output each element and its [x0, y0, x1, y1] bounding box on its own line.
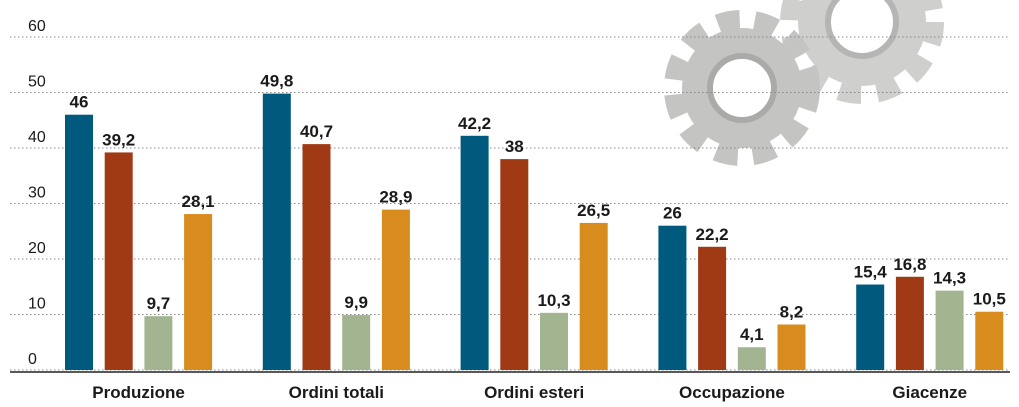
value-label: 10,3: [537, 291, 570, 310]
value-label: 39,2: [102, 130, 135, 149]
bar: [500, 159, 528, 370]
bar: [540, 313, 568, 370]
value-label: 26,5: [577, 201, 610, 220]
bar: [698, 247, 726, 370]
bar: [778, 324, 806, 370]
bar: [856, 285, 884, 370]
value-label: 14,3: [933, 269, 966, 288]
value-label: 16,8: [893, 255, 926, 274]
value-label: 49,8: [260, 72, 293, 91]
x-tick-label: Ordini totali: [289, 383, 384, 402]
value-label: 38: [505, 137, 524, 156]
value-label: 28,1: [182, 192, 215, 211]
y-tick-label: 50: [28, 74, 46, 91]
bar: [65, 115, 93, 370]
value-label: 10,5: [973, 290, 1006, 309]
bar: [184, 214, 212, 370]
bar: [580, 223, 608, 370]
y-tick-label: 10: [28, 296, 46, 313]
value-label: 9,7: [147, 294, 171, 313]
value-label: 28,9: [379, 188, 412, 207]
bar: [936, 291, 964, 370]
gears-decoration: [674, 0, 934, 156]
y-tick-label: 30: [28, 185, 46, 202]
x-tick-label: Ordini esteri: [484, 383, 584, 402]
bar: [144, 316, 172, 370]
bar: [896, 277, 924, 370]
chart: 0 10 20 30 40 50 60 Produzione 46 39,2 9,7 28,1 Ordi…: [0, 0, 1019, 407]
bar: [975, 312, 1003, 370]
value-label: 26: [663, 204, 682, 223]
value-label: 15,4: [854, 263, 888, 282]
y-tick-label: 0: [28, 351, 37, 368]
x-tick-label: Occupazione: [679, 383, 785, 402]
x-tick-label: Produzione: [92, 383, 185, 402]
value-label: 8,2: [780, 302, 804, 321]
y-tick-label: 20: [28, 240, 46, 257]
value-label: 46: [70, 93, 89, 112]
bar: [342, 315, 370, 370]
bar: [263, 94, 291, 370]
bar: [382, 210, 410, 370]
bar: [738, 347, 766, 370]
x-tick-label: Giacenze: [892, 383, 967, 402]
y-tick-label: 40: [28, 129, 46, 146]
y-tick-label: 60: [28, 18, 46, 35]
value-label: 9,9: [344, 293, 368, 312]
page: 0 10 20 30 40 50 60 Produzione 46 39,2 9,7 28,1 Ordi…: [0, 0, 1019, 407]
value-label: 22,2: [696, 225, 729, 244]
bar: [658, 226, 686, 370]
value-label: 42,2: [458, 114, 491, 133]
bar: [461, 136, 489, 370]
value-label: 40,7: [300, 122, 333, 141]
bar: [105, 152, 133, 370]
value-label: 4,1: [740, 325, 764, 344]
bar: [303, 144, 331, 370]
